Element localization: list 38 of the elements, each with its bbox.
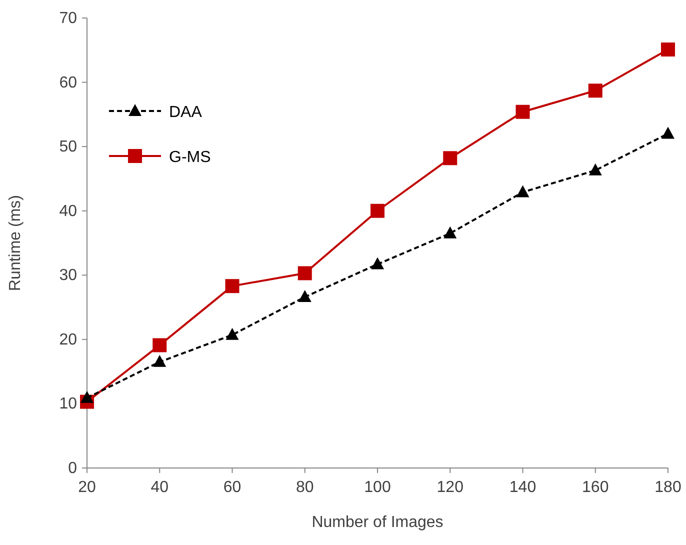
y-tick-label: 70 bbox=[59, 10, 78, 27]
x-tick-label: 100 bbox=[364, 479, 391, 496]
y-tick-label: 20 bbox=[59, 331, 78, 348]
y-tick-label: 10 bbox=[59, 396, 78, 413]
legend-label: G-MS bbox=[169, 149, 211, 166]
point bbox=[444, 226, 457, 238]
y-tick-label: 40 bbox=[59, 202, 78, 220]
x-tick-label: 80 bbox=[296, 479, 314, 496]
point bbox=[588, 163, 602, 176]
x-tick-label: 180 bbox=[654, 479, 682, 496]
y-axis-title: Runtime (ms) bbox=[7, 194, 24, 292]
point bbox=[588, 84, 602, 98]
point bbox=[298, 290, 312, 302]
x-tick-label: 140 bbox=[509, 479, 536, 496]
y-tick-label: 30 bbox=[59, 267, 78, 284]
point bbox=[298, 266, 312, 280]
y-tick-label: 60 bbox=[59, 74, 78, 92]
point bbox=[661, 42, 675, 56]
x-tick-label: 60 bbox=[223, 479, 242, 496]
legend-label: DAA bbox=[169, 104, 202, 121]
x-tick-label: 40 bbox=[150, 479, 169, 496]
x-tick-label: 120 bbox=[436, 479, 464, 496]
point bbox=[662, 126, 674, 139]
point bbox=[152, 338, 167, 352]
point bbox=[226, 328, 239, 340]
x-tick-label: 160 bbox=[582, 479, 609, 496]
point bbox=[371, 257, 384, 270]
x-axis-title: Number of Images bbox=[312, 514, 444, 531]
x-tick-label: 20 bbox=[78, 479, 96, 496]
point bbox=[80, 390, 94, 403]
point bbox=[516, 104, 530, 119]
y-tick-label: 0 bbox=[68, 460, 78, 477]
point bbox=[153, 354, 166, 367]
point bbox=[516, 185, 530, 198]
y-tick-label: 50 bbox=[59, 138, 78, 156]
point bbox=[225, 279, 240, 294]
point bbox=[370, 204, 384, 218]
point bbox=[443, 151, 458, 166]
